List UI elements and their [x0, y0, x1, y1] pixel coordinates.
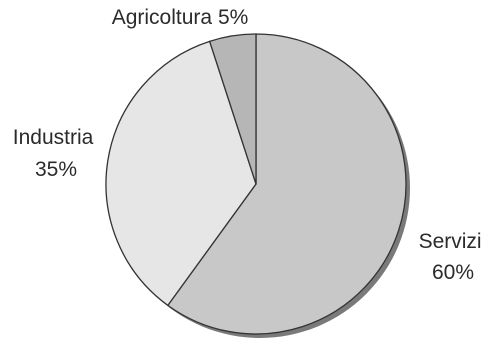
slice-label-industria: Industria 35% [13, 126, 99, 181]
slice-label-servizi-name: Servizi [419, 230, 482, 253]
pie-slice-industria [105, 40, 257, 306]
pie-slice-servizi [167, 33, 407, 335]
slice-label-servizi: Servizi 60% [419, 230, 488, 284]
pie-slice-agricoltura [209, 33, 257, 185]
slice-label-servizi-value: 60% [432, 261, 474, 284]
slice-label-industria-name: Industria [13, 126, 94, 149]
slice-label-agricoltura: Agricoltura 5% [112, 6, 249, 29]
pie-slices [105, 33, 407, 335]
slice-label-industria-value: 35% [35, 158, 77, 181]
